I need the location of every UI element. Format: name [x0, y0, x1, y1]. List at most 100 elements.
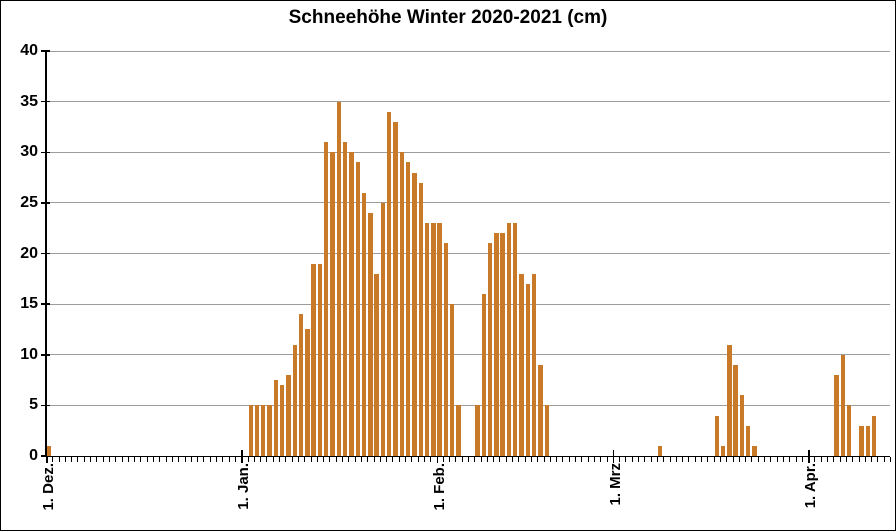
y-axis-line	[45, 50, 47, 457]
x-day-tick	[801, 457, 803, 462]
x-day-tick	[102, 457, 104, 462]
x-day-tick	[764, 457, 766, 462]
x-day-tick	[619, 457, 621, 462]
x-day-tick	[688, 457, 690, 462]
bar-2021-01-26	[399, 152, 405, 456]
x-day-tick	[64, 457, 66, 462]
x-day-tick	[493, 457, 495, 462]
bar-2021-01-28	[412, 172, 417, 456]
x-day-tick	[291, 457, 293, 462]
bar-2021-04-07	[846, 405, 852, 456]
x-day-tick	[650, 457, 652, 462]
x-day-tick	[524, 457, 526, 462]
x-day-tick	[789, 457, 791, 462]
bar-2021-02-15	[525, 283, 531, 456]
x-day-tick	[272, 457, 274, 462]
bar-2021-01-19	[355, 162, 360, 456]
x-day-tick	[587, 457, 589, 462]
x-day-tick	[209, 457, 211, 462]
x-day-tick	[606, 457, 608, 462]
gridline-40	[46, 50, 890, 52]
x-day-tick	[348, 457, 350, 462]
x-day-tick	[159, 457, 161, 462]
bar-2021-03-23	[752, 445, 757, 456]
x-day-tick	[732, 457, 734, 462]
x-day-tick	[656, 457, 658, 462]
x-day-tick	[140, 457, 142, 462]
x-day-tick	[121, 457, 123, 462]
gridline-25	[46, 202, 890, 204]
x-day-tick	[449, 457, 451, 462]
x-day-tick	[675, 457, 677, 462]
bar-2021-01-13	[317, 263, 323, 456]
bar-2021-01-14	[324, 142, 329, 456]
x-day-tick	[405, 457, 406, 462]
bar-2021-02-16	[531, 273, 537, 456]
y-axis-label-30: 30	[20, 143, 38, 161]
bar-2021-02-03	[450, 304, 455, 456]
x-day-tick	[83, 457, 85, 462]
x-day-tick	[593, 457, 595, 462]
bar-2021-01-24	[387, 111, 392, 456]
x-day-tick	[184, 457, 186, 462]
x-day-tick	[58, 457, 60, 462]
bar-2021-01-27	[405, 162, 411, 456]
bar-2021-04-05	[834, 375, 839, 456]
x-day-tick	[871, 457, 873, 462]
y-axis-label-40: 40	[20, 42, 38, 59]
bar-2021-03-21	[739, 395, 745, 456]
x-day-tick	[877, 457, 879, 462]
x-day-tick	[505, 457, 507, 462]
gridline-20	[46, 253, 890, 254]
x-day-tick	[839, 457, 841, 462]
x-day-tick	[486, 457, 488, 462]
bar-2021-01-31	[431, 223, 436, 456]
bar-2021-02-09	[487, 243, 493, 456]
x-day-tick	[644, 457, 646, 462]
x-day-tick	[537, 457, 539, 462]
x-axis-label: 1. Jan.	[235, 463, 253, 510]
x-day-tick	[373, 457, 375, 462]
x-day-tick	[638, 457, 640, 462]
x-day-tick	[581, 457, 583, 462]
x-axis-line	[45, 455, 890, 457]
x-day-tick	[707, 457, 709, 462]
bar-2021-01-02	[248, 405, 253, 456]
x-day-tick	[820, 457, 822, 462]
bar-2021-02-02	[443, 243, 449, 456]
x-day-tick	[153, 457, 155, 462]
y-axis-label-10: 10	[20, 345, 38, 363]
bar-2021-01-17	[342, 142, 348, 456]
x-day-tick	[518, 457, 520, 462]
x-day-tick	[171, 457, 173, 462]
x-day-tick	[127, 457, 129, 462]
x-day-tick	[430, 457, 432, 462]
x-day-tick	[323, 457, 325, 462]
bar-2021-01-30	[424, 223, 430, 456]
x-day-tick	[852, 457, 854, 462]
bar-2021-03-17	[714, 415, 719, 456]
bar-2021-01-04	[261, 405, 266, 456]
bar-2021-01-12	[311, 263, 316, 456]
y-axis-label-20: 20	[20, 244, 38, 262]
y-axis-label-5: 5	[29, 396, 38, 414]
bar-2021-01-22	[374, 273, 379, 456]
x-day-tick	[719, 457, 721, 462]
x-day-tick	[379, 457, 381, 462]
x-day-tick	[108, 457, 110, 462]
x-day-tick	[795, 457, 797, 462]
gridline-30	[46, 151, 890, 153]
bar-2021-01-16	[336, 101, 342, 456]
x-day-tick	[411, 457, 413, 462]
bar-2021-04-06	[840, 354, 845, 456]
x-day-tick	[512, 457, 514, 462]
x-day-tick	[96, 457, 98, 462]
bar-2021-02-13	[513, 223, 518, 456]
bar-2021-01-21	[368, 213, 373, 456]
bar-2021-01-10	[298, 314, 304, 456]
x-day-tick	[423, 457, 425, 462]
bar-2021-02-07	[475, 405, 480, 456]
x-day-tick	[814, 457, 816, 462]
bar-2021-01-25	[393, 121, 398, 456]
